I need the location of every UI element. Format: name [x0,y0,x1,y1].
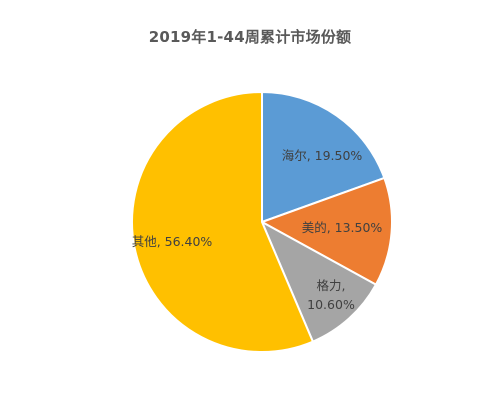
pie-labels: 海尔, 19.50% 美的, 13.50% 格力, 10.60% 其他, 56.40% [132,148,383,312]
slice-label-3: 格力, 10.60% [307,278,355,312]
slice-label-2: 美的, 13.50% [302,220,383,235]
pie-slice-4 [131,90,315,353]
pie-slices [131,90,393,353]
slice-label-1: 海尔, 19.50% [282,148,363,163]
chart-title: 2019年1-44周累计市场份额 [148,28,352,46]
pie-slice-1 [261,90,386,224]
slice-label-4: 其他, 56.40% [132,234,213,249]
pie-slice-2 [259,176,393,286]
pie-slice-3 [259,219,378,343]
